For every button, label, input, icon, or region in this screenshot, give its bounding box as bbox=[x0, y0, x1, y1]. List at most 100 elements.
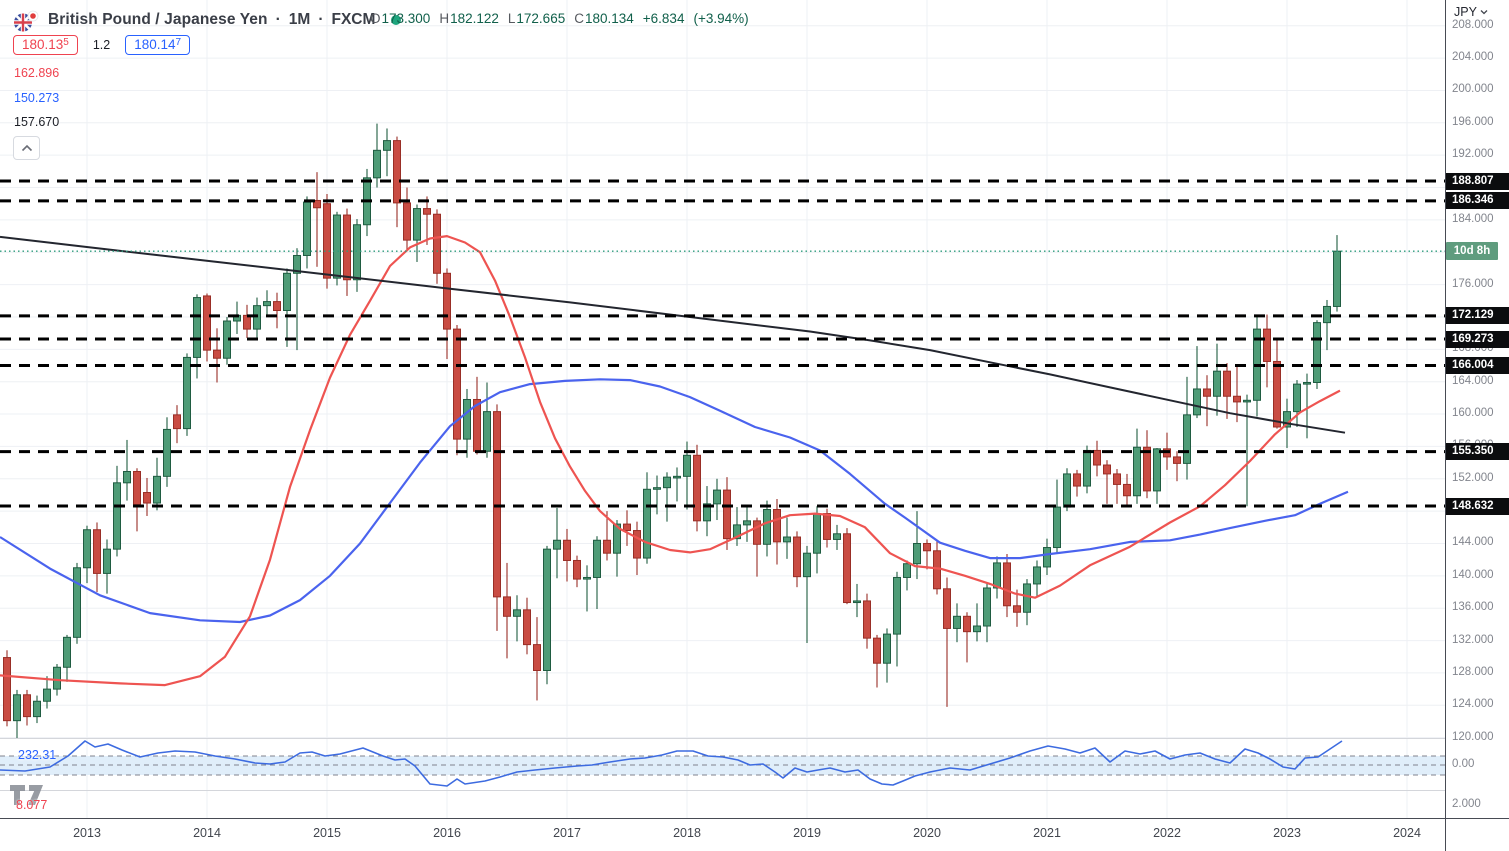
candle-2013-07[interactable] bbox=[143, 477, 151, 516]
candle-2013-03[interactable] bbox=[103, 539, 111, 594]
candle-2014-01[interactable] bbox=[203, 293, 211, 362]
price-level-lines[interactable] bbox=[0, 179, 1446, 508]
candle-2021-12[interactable] bbox=[1153, 448, 1161, 504]
candle-2013-06[interactable] bbox=[133, 468, 141, 532]
candle-2014-11[interactable] bbox=[303, 196, 311, 269]
candle-2021-08[interactable] bbox=[1113, 469, 1121, 504]
candle-2019-04[interactable] bbox=[833, 524, 841, 550]
candle-2020-10[interactable] bbox=[1013, 589, 1021, 627]
time-axis[interactable]: 2013 2014 2015 2016 2017 2018 2019 2020 2021 2022… bbox=[0, 818, 1509, 851]
candle-2016-05[interactable] bbox=[483, 382, 491, 458]
candle-2018-09[interactable] bbox=[763, 500, 771, 557]
candle-2016-03[interactable] bbox=[463, 388, 471, 458]
candle-2019-11[interactable] bbox=[903, 560, 911, 591]
candle-2016-04[interactable] bbox=[473, 376, 481, 455]
candle-2022-03[interactable] bbox=[1183, 376, 1191, 480]
ask-price-button[interactable]: 180.147 bbox=[125, 35, 191, 55]
candle-2016-01[interactable] bbox=[443, 268, 451, 360]
candle-2015-03[interactable] bbox=[343, 208, 351, 296]
candle-2017-11[interactable] bbox=[663, 472, 671, 522]
candle-2013-04[interactable] bbox=[113, 465, 121, 557]
candle-2022-09[interactable] bbox=[1243, 394, 1251, 507]
candle-2019-01[interactable] bbox=[803, 545, 811, 643]
candle-2012-09[interactable] bbox=[43, 676, 51, 709]
candle-2022-02[interactable] bbox=[1173, 451, 1181, 482]
candle-2015-06[interactable] bbox=[373, 123, 381, 188]
candle-2015-04[interactable] bbox=[353, 219, 361, 292]
candle-2012-05[interactable] bbox=[3, 650, 11, 727]
candles[interactable] bbox=[3, 123, 1341, 743]
candle-2023-05[interactable] bbox=[1323, 299, 1331, 351]
candle-2020-11[interactable] bbox=[1023, 579, 1031, 626]
collapse-legend-button[interactable] bbox=[13, 136, 40, 160]
candle-2016-06[interactable] bbox=[493, 404, 501, 631]
candle-2014-09[interactable] bbox=[283, 268, 291, 347]
candle-2017-12[interactable] bbox=[673, 467, 681, 502]
candle-2015-05[interactable] bbox=[363, 168, 371, 237]
candle-2014-03[interactable] bbox=[223, 316, 231, 365]
candle-2018-06[interactable] bbox=[733, 507, 741, 546]
candlestick-chart[interactable] bbox=[0, 0, 1446, 818]
candle-2012-06[interactable] bbox=[13, 689, 21, 743]
candle-2015-10[interactable] bbox=[413, 204, 421, 262]
candle-2014-10[interactable] bbox=[293, 248, 301, 351]
candle-2013-01[interactable] bbox=[83, 525, 91, 584]
candle-2020-08[interactable] bbox=[993, 556, 1001, 599]
candle-2019-08[interactable] bbox=[873, 634, 881, 688]
candle-2021-09[interactable] bbox=[1123, 473, 1131, 508]
candle-2017-07[interactable] bbox=[623, 510, 631, 546]
candle-2014-12[interactable] bbox=[313, 172, 321, 267]
candle-2023-02[interactable] bbox=[1293, 380, 1301, 427]
candle-2015-11[interactable] bbox=[423, 196, 431, 245]
candle-2021-02[interactable] bbox=[1053, 479, 1061, 553]
candle-2014-05[interactable] bbox=[243, 304, 251, 339]
candle-2017-01[interactable] bbox=[563, 528, 571, 582]
candle-2020-07[interactable] bbox=[983, 583, 991, 643]
candle-2018-10[interactable] bbox=[773, 498, 781, 565]
candle-2016-07[interactable] bbox=[503, 562, 511, 659]
candle-2019-12[interactable] bbox=[913, 511, 921, 580]
candle-2018-11[interactable] bbox=[783, 517, 791, 559]
candle-2014-07[interactable] bbox=[263, 290, 271, 316]
candle-2020-05[interactable] bbox=[963, 612, 971, 663]
candle-2020-03[interactable] bbox=[943, 577, 951, 707]
candle-2017-02[interactable] bbox=[573, 555, 581, 588]
candle-2016-08[interactable] bbox=[513, 595, 521, 642]
candle-2017-05[interactable] bbox=[603, 511, 611, 561]
candle-2022-06[interactable] bbox=[1213, 343, 1221, 416]
candle-2014-08[interactable] bbox=[273, 292, 281, 329]
candle-2020-06[interactable] bbox=[973, 603, 981, 642]
candle-2021-01[interactable] bbox=[1043, 538, 1051, 576]
candle-2017-08[interactable] bbox=[633, 521, 641, 576]
candle-2019-07[interactable] bbox=[863, 593, 871, 649]
candle-2018-05[interactable] bbox=[723, 477, 731, 550]
exchange-label[interactable]: FXCM bbox=[331, 11, 376, 28]
candle-2016-12[interactable] bbox=[553, 507, 561, 579]
candle-2017-04[interactable] bbox=[593, 536, 601, 610]
candle-2015-02[interactable] bbox=[333, 211, 341, 286]
candle-2021-11[interactable] bbox=[1143, 430, 1151, 499]
candle-2018-07[interactable] bbox=[743, 506, 751, 542]
candle-2020-01[interactable] bbox=[923, 539, 931, 570]
candle-2022-05[interactable] bbox=[1203, 375, 1211, 427]
candle-2012-12[interactable] bbox=[73, 562, 81, 644]
candle-2013-10[interactable] bbox=[173, 405, 181, 444]
candle-2013-02[interactable] bbox=[93, 522, 101, 593]
candle-2014-06[interactable] bbox=[253, 297, 261, 339]
candle-2014-02[interactable] bbox=[213, 328, 221, 383]
candle-2021-07[interactable] bbox=[1103, 460, 1111, 504]
symbol-title[interactable]: British Pound / Japanese Yen bbox=[48, 11, 268, 28]
candle-2022-12[interactable] bbox=[1273, 338, 1281, 429]
candle-2013-11[interactable] bbox=[183, 353, 191, 436]
candle-2021-10[interactable] bbox=[1133, 428, 1141, 504]
candle-2016-02[interactable] bbox=[453, 325, 461, 456]
candle-2018-04[interactable] bbox=[713, 478, 721, 521]
candle-2020-12[interactable] bbox=[1033, 560, 1041, 597]
candle-2016-11[interactable] bbox=[543, 545, 551, 685]
candle-2014-04[interactable] bbox=[233, 301, 241, 334]
candle-2015-07[interactable] bbox=[383, 128, 391, 177]
candle-2023-04[interactable] bbox=[1313, 320, 1321, 389]
candle-2019-09[interactable] bbox=[883, 628, 891, 683]
candle-2021-06[interactable] bbox=[1093, 440, 1101, 477]
candle-2017-06[interactable] bbox=[613, 520, 621, 577]
